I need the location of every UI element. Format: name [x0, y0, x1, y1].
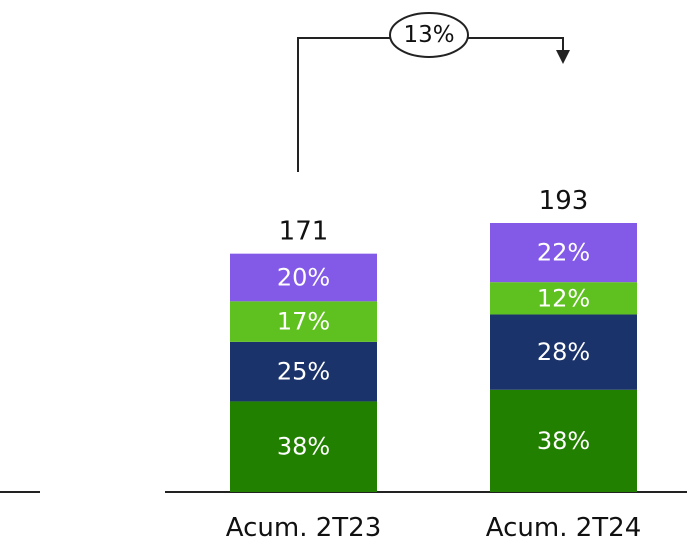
category-label-2t24: Acum. 2T24: [486, 513, 641, 543]
bar-2t23-seg-4-label: 20%: [277, 263, 330, 291]
bar-2t23-seg-3: [230, 301, 377, 342]
bar-2t24-total: 193: [539, 186, 589, 216]
bar-2t24-seg-1-label: 38%: [537, 427, 590, 455]
growth-label: 13%: [403, 22, 454, 48]
bar-2t24-seg-3-label: 12%: [537, 284, 590, 312]
bar-2t24-seg-2: [490, 314, 637, 390]
bar-2t24-seg-3: [490, 282, 637, 315]
bar-2t24-seg-2-label: 28%: [537, 338, 590, 366]
growth-arrow-head-icon: [556, 50, 570, 64]
bar-2t23-seg-4: [230, 253, 377, 302]
bar-2t23-seg-2: [230, 341, 377, 402]
bar-2t24-seg-4: [490, 223, 637, 283]
category-label-2t23: Acum. 2T23: [226, 513, 381, 543]
growth-indicator: 13%: [297, 12, 570, 172]
bar-2t24-seg-4-label: 22%: [537, 239, 590, 267]
bar-2t23-seg-1-label: 38%: [277, 433, 330, 461]
bar-group-2t24: 38% 28% 12% 22% 193 Acum. 2T24: [486, 186, 641, 543]
bar-2t23-seg-3-label: 17%: [277, 308, 330, 336]
bar-2t23-seg-2-label: 25%: [277, 358, 330, 386]
bar-group-2t23: 38% 25% 17% 20% 171 Acum. 2T23: [226, 217, 381, 543]
bar-2t23-total: 171: [279, 217, 329, 247]
growth-ellipse: [389, 12, 469, 58]
growth-connector-line: [297, 37, 564, 172]
bar-2t23-seg-1: [230, 401, 377, 492]
bar-2t24-seg-1: [490, 389, 637, 492]
